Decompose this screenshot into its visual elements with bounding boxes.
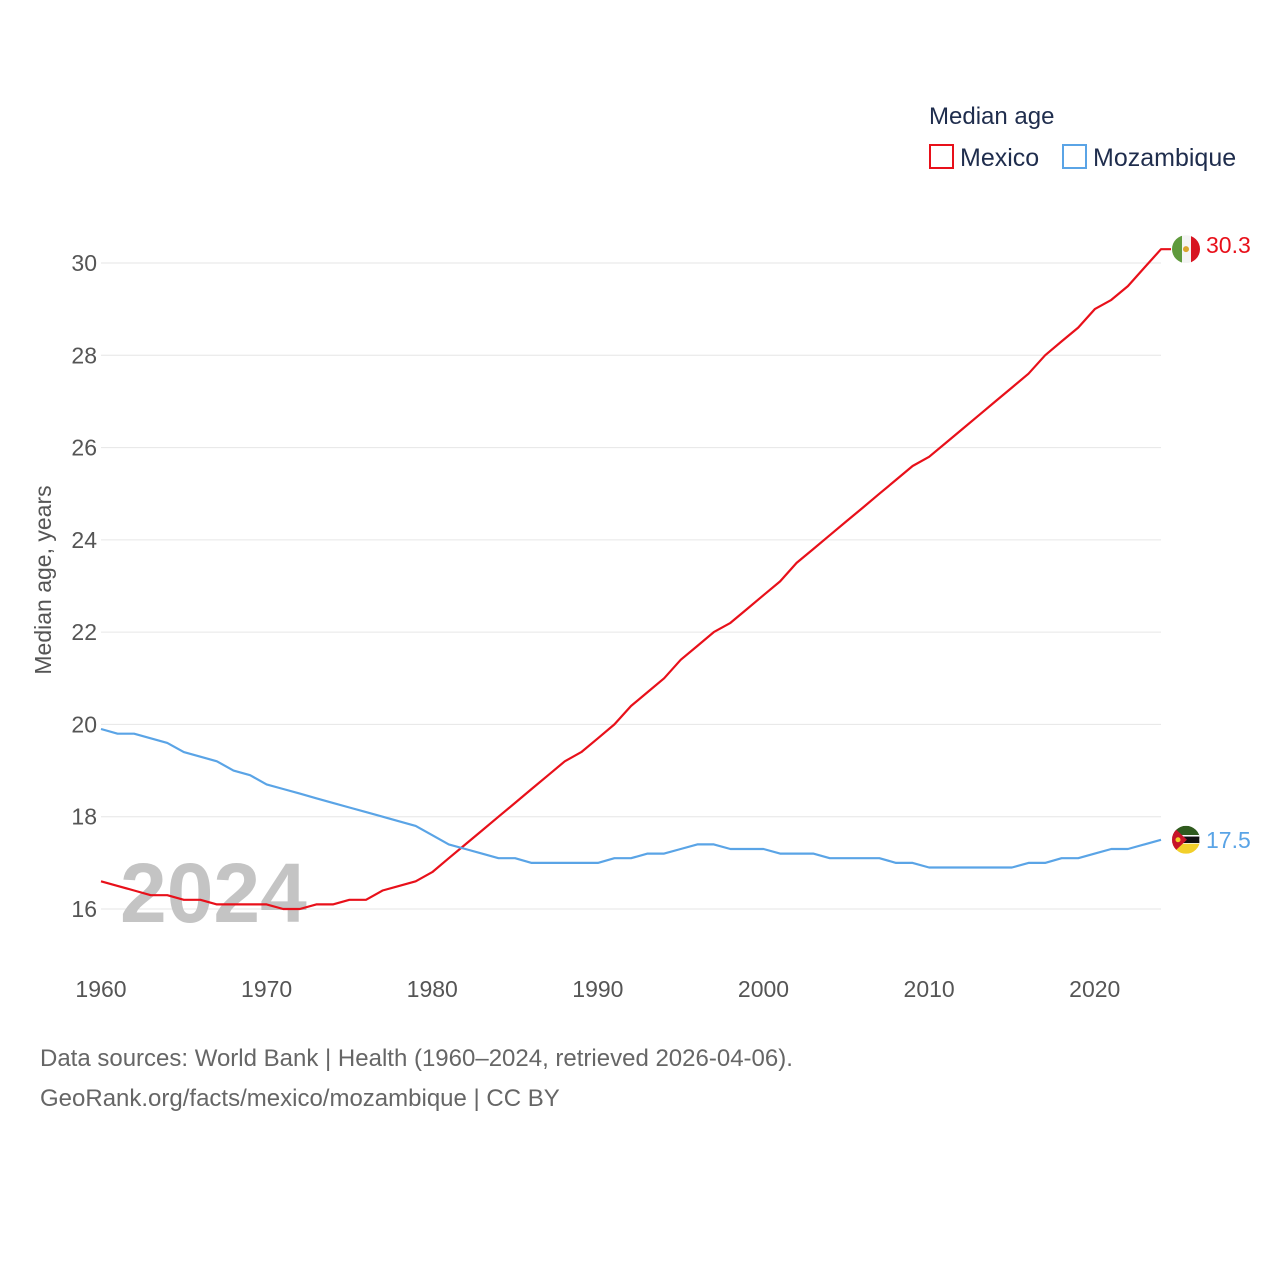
y-axis-ticks: 16 18 20 22 24 26 28 30: [71, 250, 97, 922]
x-tick-2000: 2000: [738, 976, 789, 1002]
legend-swatch-mexico: [929, 144, 954, 169]
y-tick-28: 28: [71, 342, 97, 368]
x-tick-2020: 2020: [1069, 976, 1120, 1002]
x-tick-2010: 2010: [904, 976, 955, 1002]
series-lines: [100, 248, 1171, 911]
x-tick-1970: 1970: [241, 976, 292, 1002]
legend-item-mexico[interactable]: Mexico: [929, 144, 1039, 172]
grid: [101, 262, 1161, 910]
y-axis-label: Median age, years: [30, 485, 56, 674]
legend-swatch-mozambique: [1062, 144, 1087, 169]
x-tick-1980: 1980: [407, 976, 458, 1002]
legend-item-mozambique[interactable]: Mozambique: [1062, 144, 1236, 172]
y-tick-24: 24: [71, 527, 97, 553]
series-line-mexico[interactable]: [100, 248, 1171, 911]
y-tick-20: 20: [71, 711, 97, 737]
y-tick-18: 18: [71, 804, 97, 830]
mexico-end-value: 30.3: [1206, 232, 1251, 258]
y-tick-16: 16: [71, 896, 97, 922]
source-line-2: GeoRank.org/facts/mexico/mozambique | CC…: [40, 1085, 560, 1112]
x-tick-1960: 1960: [75, 976, 126, 1002]
legend-title: Median age: [929, 103, 1054, 130]
year-watermark: 2024: [120, 846, 307, 940]
legend: Median age Mexico Mozambique: [929, 103, 1236, 172]
y-tick-26: 26: [71, 435, 97, 461]
legend-label-mozambique: Mozambique: [1093, 144, 1236, 172]
y-tick-22: 22: [71, 619, 97, 645]
series-line-mozambique[interactable]: [100, 727, 1162, 869]
legend-label-mexico: Mexico: [960, 144, 1039, 172]
mozambique-flag-icon: [1172, 825, 1200, 854]
mozambique-end-value: 17.5: [1206, 827, 1251, 853]
y-tick-30: 30: [71, 250, 97, 276]
x-tick-1990: 1990: [572, 976, 623, 1002]
mexico-flag-icon: [1172, 235, 1200, 264]
x-axis-ticks: 1960 1970 1980 1990 2000 2010 2020: [75, 976, 1120, 1002]
source-line-1: Data sources: World Bank | Health (1960–…: [40, 1045, 793, 1072]
